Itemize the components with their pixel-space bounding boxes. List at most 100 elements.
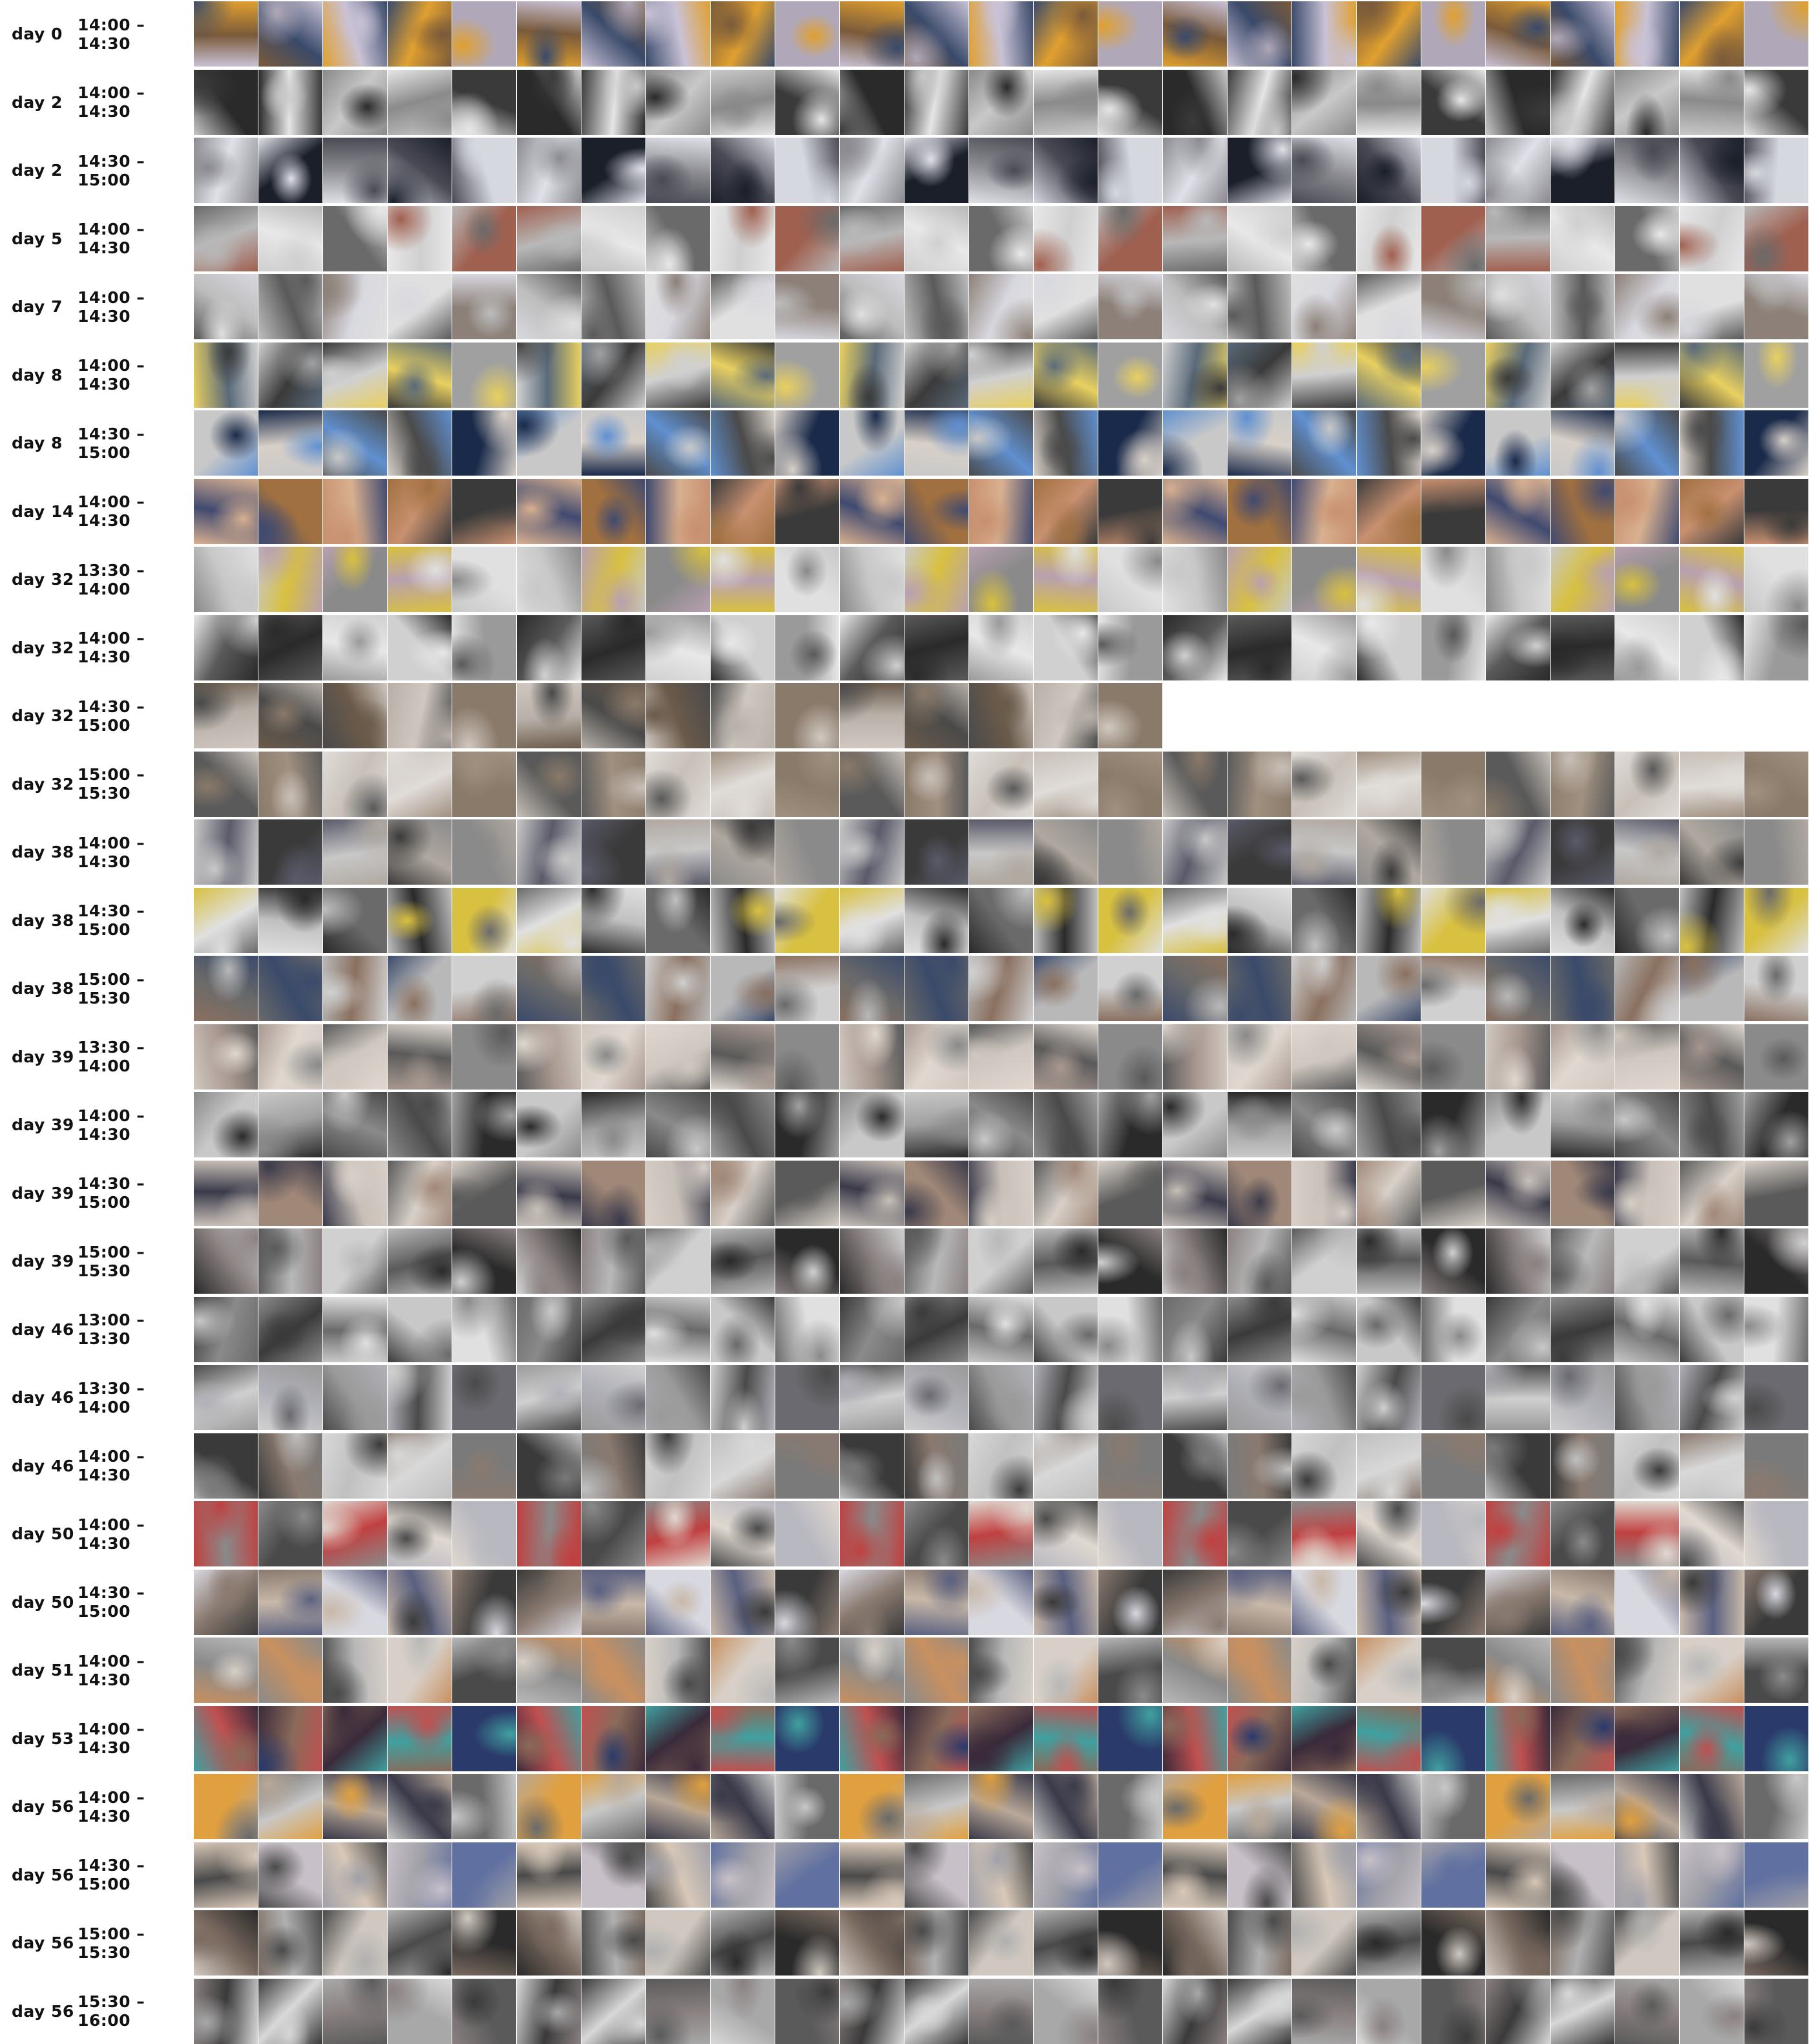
frame-thumbnail[interactable] bbox=[1228, 1092, 1291, 1157]
frame-thumbnail[interactable] bbox=[904, 751, 968, 817]
frame-thumbnail[interactable] bbox=[1615, 1296, 1679, 1362]
frame-thumbnail[interactable] bbox=[1680, 342, 1744, 408]
frame-thumbnail[interactable] bbox=[1228, 887, 1291, 953]
frame-thumbnail[interactable] bbox=[581, 1024, 645, 1090]
frame-thumbnail[interactable] bbox=[1163, 1774, 1227, 1839]
frame-thumbnail[interactable] bbox=[1098, 887, 1162, 953]
frame-thumbnail[interactable] bbox=[388, 478, 452, 544]
frame-thumbnail[interactable] bbox=[323, 1228, 387, 1294]
frame-thumbnail[interactable] bbox=[1486, 1160, 1550, 1226]
frame-thumbnail[interactable] bbox=[517, 205, 581, 271]
frame-thumbnail[interactable] bbox=[904, 138, 968, 203]
frame-thumbnail[interactable] bbox=[1421, 1296, 1485, 1362]
frame-thumbnail[interactable] bbox=[258, 138, 322, 203]
frame-thumbnail[interactable] bbox=[904, 1705, 968, 1771]
frame-thumbnail[interactable] bbox=[194, 615, 258, 680]
frame-thumbnail[interactable] bbox=[1163, 342, 1227, 408]
frame-thumbnail[interactable] bbox=[1486, 819, 1550, 885]
frame-thumbnail[interactable] bbox=[711, 69, 775, 135]
frame-thumbnail[interactable] bbox=[1098, 1365, 1162, 1430]
frame-thumbnail[interactable] bbox=[452, 683, 516, 748]
frame-thumbnail[interactable] bbox=[904, 1024, 968, 1090]
frame-thumbnail[interactable] bbox=[258, 1569, 322, 1635]
frame-thumbnail[interactable] bbox=[646, 1365, 710, 1430]
frame-thumbnail[interactable] bbox=[581, 956, 645, 1021]
frame-thumbnail[interactable] bbox=[1615, 1160, 1679, 1226]
frame-thumbnail[interactable] bbox=[1034, 1569, 1098, 1635]
frame-thumbnail[interactable] bbox=[452, 69, 516, 135]
frame-thumbnail[interactable] bbox=[840, 615, 904, 680]
frame-thumbnail[interactable] bbox=[258, 751, 322, 817]
frame-thumbnail[interactable] bbox=[1292, 138, 1356, 203]
frame-thumbnail[interactable] bbox=[1486, 1296, 1550, 1362]
frame-thumbnail[interactable] bbox=[969, 478, 1033, 544]
frame-thumbnail[interactable] bbox=[1551, 1160, 1615, 1226]
frame-thumbnail[interactable] bbox=[388, 1910, 452, 1976]
frame-thumbnail[interactable] bbox=[840, 1024, 904, 1090]
frame-thumbnail[interactable] bbox=[969, 1296, 1033, 1362]
frame-thumbnail[interactable] bbox=[840, 1774, 904, 1839]
frame-thumbnail[interactable] bbox=[775, 1228, 839, 1294]
frame-thumbnail[interactable] bbox=[1357, 274, 1421, 339]
frame-thumbnail[interactable] bbox=[1228, 1978, 1291, 2044]
frame-thumbnail[interactable] bbox=[904, 887, 968, 953]
frame-thumbnail[interactable] bbox=[775, 1160, 839, 1226]
frame-thumbnail[interactable] bbox=[1034, 205, 1098, 271]
frame-thumbnail[interactable] bbox=[258, 274, 322, 339]
frame-thumbnail[interactable] bbox=[194, 1365, 258, 1430]
frame-thumbnail[interactable] bbox=[1421, 1569, 1485, 1635]
frame-thumbnail[interactable] bbox=[323, 69, 387, 135]
frame-thumbnail[interactable] bbox=[1486, 751, 1550, 817]
frame-thumbnail[interactable] bbox=[1551, 819, 1615, 885]
frame-thumbnail[interactable] bbox=[1551, 1024, 1615, 1090]
frame-thumbnail[interactable] bbox=[258, 819, 322, 885]
frame-thumbnail[interactable] bbox=[1098, 138, 1162, 203]
frame-thumbnail[interactable] bbox=[194, 1501, 258, 1566]
frame-thumbnail[interactable] bbox=[452, 1978, 516, 2044]
frame-thumbnail[interactable] bbox=[969, 1638, 1033, 1703]
frame-thumbnail[interactable] bbox=[1292, 615, 1356, 680]
frame-thumbnail[interactable] bbox=[194, 410, 258, 476]
frame-thumbnail[interactable] bbox=[517, 478, 581, 544]
frame-thumbnail[interactable] bbox=[775, 819, 839, 885]
frame-thumbnail[interactable] bbox=[1486, 1, 1550, 67]
frame-thumbnail[interactable] bbox=[1744, 1842, 1808, 1908]
frame-thumbnail[interactable] bbox=[194, 1910, 258, 1976]
frame-thumbnail[interactable] bbox=[840, 1365, 904, 1430]
frame-thumbnail[interactable] bbox=[840, 274, 904, 339]
frame-thumbnail[interactable] bbox=[1680, 138, 1744, 203]
frame-thumbnail[interactable] bbox=[323, 1569, 387, 1635]
frame-thumbnail[interactable] bbox=[969, 1024, 1033, 1090]
frame-thumbnail[interactable] bbox=[1098, 1296, 1162, 1362]
frame-thumbnail[interactable] bbox=[1744, 1024, 1808, 1090]
frame-thumbnail[interactable] bbox=[1615, 274, 1679, 339]
frame-thumbnail[interactable] bbox=[581, 1501, 645, 1566]
frame-thumbnail[interactable] bbox=[775, 1978, 839, 2044]
frame-thumbnail[interactable] bbox=[1228, 205, 1291, 271]
frame-thumbnail[interactable] bbox=[775, 1910, 839, 1976]
frame-thumbnail[interactable] bbox=[969, 1774, 1033, 1839]
frame-thumbnail[interactable] bbox=[323, 1910, 387, 1976]
frame-thumbnail[interactable] bbox=[258, 1296, 322, 1362]
frame-thumbnail[interactable] bbox=[581, 1910, 645, 1976]
frame-thumbnail[interactable] bbox=[258, 1638, 322, 1703]
frame-thumbnail[interactable] bbox=[1744, 478, 1808, 544]
frame-thumbnail[interactable] bbox=[711, 1433, 775, 1499]
frame-thumbnail[interactable] bbox=[969, 1228, 1033, 1294]
frame-thumbnail[interactable] bbox=[1098, 274, 1162, 339]
frame-thumbnail[interactable] bbox=[1486, 69, 1550, 135]
frame-thumbnail[interactable] bbox=[1680, 1910, 1744, 1976]
frame-thumbnail[interactable] bbox=[1680, 1024, 1744, 1090]
frame-thumbnail[interactable] bbox=[1744, 887, 1808, 953]
frame-thumbnail[interactable] bbox=[517, 1092, 581, 1157]
frame-thumbnail[interactable] bbox=[388, 1296, 452, 1362]
frame-thumbnail[interactable] bbox=[1486, 1024, 1550, 1090]
frame-thumbnail[interactable] bbox=[646, 547, 710, 612]
frame-thumbnail[interactable] bbox=[1292, 547, 1356, 612]
frame-thumbnail[interactable] bbox=[388, 1705, 452, 1771]
frame-thumbnail[interactable] bbox=[1680, 615, 1744, 680]
frame-thumbnail[interactable] bbox=[1292, 1296, 1356, 1362]
frame-thumbnail[interactable] bbox=[1744, 274, 1808, 339]
frame-thumbnail[interactable] bbox=[1163, 1501, 1227, 1566]
frame-thumbnail[interactable] bbox=[517, 1501, 581, 1566]
